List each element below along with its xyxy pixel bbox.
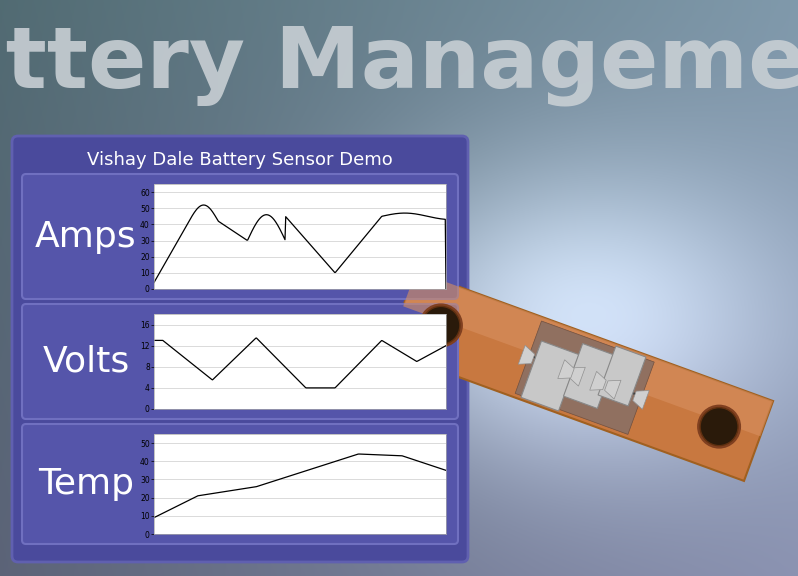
Text: Volts: Volts xyxy=(42,344,129,378)
FancyBboxPatch shape xyxy=(22,174,458,299)
Polygon shape xyxy=(403,271,773,436)
Polygon shape xyxy=(516,321,654,434)
Polygon shape xyxy=(569,367,585,386)
Text: Battery Management: Battery Management xyxy=(0,24,798,107)
Circle shape xyxy=(422,306,460,344)
Polygon shape xyxy=(519,346,535,364)
Polygon shape xyxy=(387,271,773,481)
FancyBboxPatch shape xyxy=(22,304,458,419)
Polygon shape xyxy=(605,380,621,399)
Text: Temp: Temp xyxy=(38,467,134,501)
Polygon shape xyxy=(590,372,606,390)
Polygon shape xyxy=(633,391,650,410)
Text: Amps: Amps xyxy=(35,219,136,253)
Circle shape xyxy=(697,404,741,449)
Circle shape xyxy=(419,304,463,347)
Polygon shape xyxy=(521,341,579,411)
Circle shape xyxy=(700,408,738,446)
Polygon shape xyxy=(558,360,575,378)
FancyBboxPatch shape xyxy=(22,424,458,544)
Polygon shape xyxy=(563,343,617,408)
Text: Vishay Dale Battery Sensor Demo: Vishay Dale Battery Sensor Demo xyxy=(87,151,393,169)
FancyBboxPatch shape xyxy=(12,136,468,562)
Polygon shape xyxy=(598,346,646,406)
